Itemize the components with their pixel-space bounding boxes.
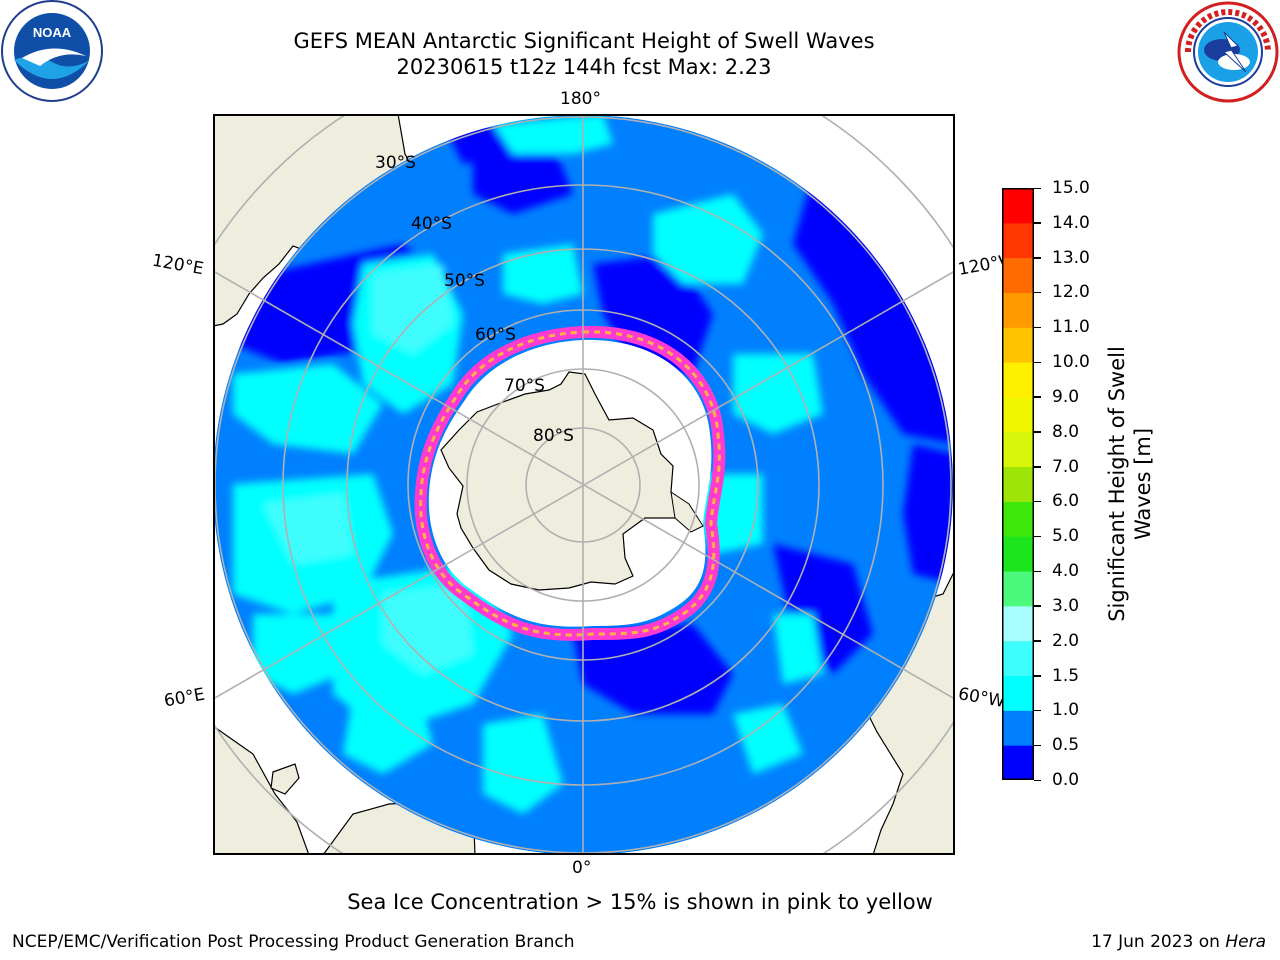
colorbar-tick-mark [1034,500,1041,503]
colorbar-swatch [1002,431,1034,468]
noaa-logo: NOAA [1,0,103,102]
lat-label-50s: 50°S [444,271,485,291]
colorbar-tick-mark [1034,535,1041,538]
colorbar-tick-mark [1034,605,1041,607]
colorbar-tick-mark [1034,744,1041,747]
colorbar-tick-mark [1034,326,1041,329]
colorbar-tick-label: 6.0 [1052,491,1080,512]
colorbar-swatch [1002,222,1034,259]
map-border [213,114,955,855]
colorbar-tick-mark [1034,222,1041,224]
sea-ice-caption: Sea Ice Concentration > 15% is shown in … [347,890,933,914]
colorbar-tick-label: 14.0 [1052,212,1090,233]
footer-credit: NCEP/EMC/Verification Post Processing Pr… [12,932,575,952]
colorbar-tick-mark [1034,779,1041,781]
lat-label-30s: 30°S [375,153,416,173]
footer-host: Hera [1225,932,1266,952]
colorbar-tick-label: 12.0 [1052,282,1090,303]
lon-label-60w: 60°W [956,684,1007,712]
colorbar-tick-mark [1034,431,1041,433]
africa-landmass [213,725,310,855]
lat-label-60s: 60°S [475,325,516,345]
colorbar-swatch [1002,188,1034,224]
colorbar-tick-label: 5.0 [1052,526,1080,547]
polar-map: 30°S 40°S 50°S 60°S 70°S 80°S [213,114,955,855]
colorbar-tick-label: 10.0 [1052,352,1090,373]
colorbar-tick-label: 0.5 [1052,735,1080,756]
colorbar-swatch [1002,710,1034,746]
meridian-60e-120w [213,270,955,700]
colorbar-tick-label: 4.0 [1052,561,1080,582]
colorbar-tick-mark [1034,466,1041,468]
colorbar-swatch [1002,571,1034,607]
footer-date: 17 Jun 2023 on Hera [1091,932,1266,952]
colorbar-swatches [1002,188,1034,780]
colorbar-tick-mark [1034,257,1041,259]
colorbar-swatch [1002,327,1034,363]
colorbar-tick-mark [1034,570,1041,573]
colorbar-swatch [1002,396,1034,433]
colorbar-tick-mark [1034,396,1041,398]
colorbar-swatch [1002,745,1034,780]
colorbar-swatch [1002,292,1034,328]
madagascar-island [270,763,300,795]
colorbar-swatch [1002,257,1034,293]
colorbar-swatch [1002,362,1034,398]
svg-text:NOAA: NOAA [33,25,72,40]
lat-label-80s: 80°S [533,426,574,446]
lon-label-bottom: 0° [572,858,592,878]
colorbar-tick-mark [1034,291,1041,294]
colorbar-swatch [1002,501,1034,537]
colorbar-border [1002,188,1034,780]
colorbar-tick-mark [1034,187,1041,189]
colorbar-tick-label: 1.5 [1052,665,1080,686]
latitude-labels: 30°S 40°S 50°S 60°S 70°S 80°S [375,153,574,446]
colorbar-tick-label: 13.0 [1052,247,1090,268]
colorbar-tick-label: 11.0 [1052,317,1090,338]
colorbar-tick-mark [1034,675,1041,677]
chart-subtitle: 20230615 t12z 144h fcst Max: 2.23 [396,55,772,79]
colorbar-swatch [1002,605,1034,642]
nws-logo [1177,1,1279,103]
chart-title: GEFS MEAN Antarctic Significant Height o… [293,29,875,53]
colorbar-swatch [1002,675,1034,711]
colorbar-swatch [1002,466,1034,502]
colorbar-tick-mark [1034,709,1041,712]
lon-label-120e: 120°E [150,250,206,280]
colorbar-tick-label: 9.0 [1052,386,1080,407]
colorbar-tick-label: 7.0 [1052,456,1080,477]
lat-label-40s: 40°S [411,214,452,234]
colorbar-label-line2: Waves [m] [1131,427,1155,541]
colorbar-label-line1: Significant Height of Swell [1105,346,1129,622]
lon-label-60e: 60°E [162,684,207,712]
colorbar-tick-label: 8.0 [1052,421,1080,442]
lat-label-70s: 70°S [504,376,545,396]
colorbar [1002,188,1034,780]
colorbar-tick-label: 0.0 [1052,770,1080,790]
lon-label-top: 180° [560,89,601,109]
swell-height-map: 30°S 40°S 50°S 60°S 70°S 80°S [213,114,955,855]
colorbar-tick-mark [1034,640,1041,642]
colorbar-tick-label: 2.0 [1052,630,1080,651]
footer-date-text: 17 Jun 2023 on [1091,932,1226,952]
colorbar-swatch [1002,536,1034,572]
colorbar-tick-label: 1.0 [1052,700,1080,721]
colorbar-tick-label: 3.0 [1052,595,1080,616]
colorbar-tick-label: 15.0 [1052,178,1090,198]
colorbar-tick-mark [1034,361,1041,364]
colorbar-swatch [1002,640,1034,677]
antarctic-peninsula [670,490,704,533]
